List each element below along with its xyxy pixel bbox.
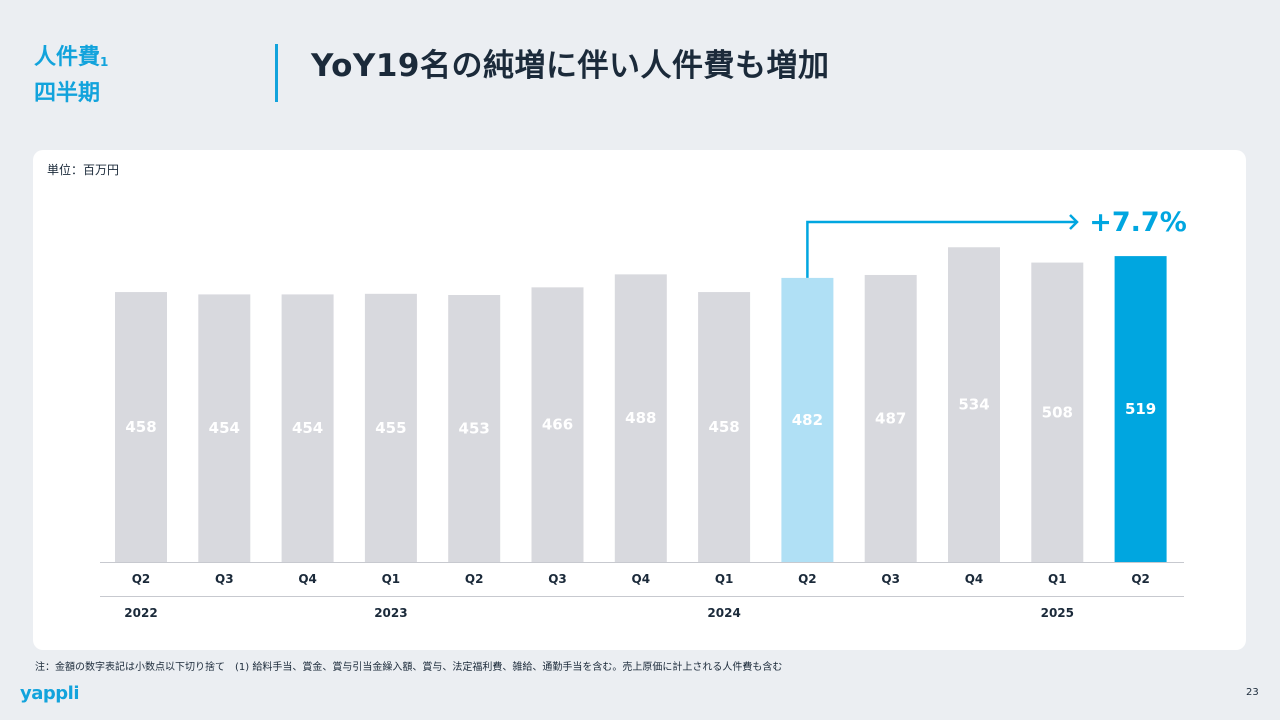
bar — [698, 292, 751, 562]
bar — [281, 294, 334, 562]
section-title: 人件費1 四半期 — [34, 40, 108, 112]
footnote: 注：金額の数字表記は小数点以下切り捨て (1) 給料手当、賞金、賞与引当金繰入額… — [35, 662, 783, 673]
unit-label: 単位：百万円 — [47, 163, 120, 177]
bar-value-label: 466 — [542, 416, 573, 434]
quarter-tick-label: Q2 — [465, 572, 484, 586]
bar-value-label: 482 — [792, 411, 823, 429]
bar-value-label: 454 — [209, 419, 240, 437]
quarter-tick-label: Q3 — [881, 572, 900, 586]
quarter-tick-label: Q3 — [548, 572, 567, 586]
quarter-tick-label: Q1 — [715, 572, 734, 586]
growth-label: +7.7% — [1089, 207, 1187, 238]
year-label: 2023 — [374, 606, 407, 620]
bar — [948, 247, 1000, 562]
bar — [864, 274, 917, 562]
bar-value-label: 487 — [875, 409, 906, 427]
yappli-logo: yappli — [20, 683, 80, 704]
page-number: 23 — [1246, 687, 1259, 698]
quarter-tick-label: Q2 — [1131, 572, 1150, 586]
quarter-tick-label: Q3 — [215, 572, 234, 586]
quarter-tick-label: Q4 — [632, 572, 651, 586]
growth-arrow-head — [1069, 214, 1079, 230]
section-title-line2: 四半期 — [34, 81, 101, 106]
quarter-tick-label: Q1 — [382, 572, 401, 586]
quarter-tick-label: Q4 — [965, 572, 984, 586]
bar — [1031, 262, 1084, 562]
bar-value-label: 458 — [708, 418, 739, 436]
quarter-tick-label: Q4 — [298, 572, 317, 586]
bar — [781, 277, 834, 562]
year-label: 2024 — [707, 606, 740, 620]
bar — [1114, 256, 1167, 562]
year-label: 2022 — [124, 606, 157, 620]
footnote-marker: 1 — [100, 55, 109, 69]
bar — [198, 294, 251, 562]
growth-arrow-line — [806, 220, 1076, 278]
quarter-tick-label: Q2 — [798, 572, 817, 586]
quarter-tick-label: Q1 — [1048, 572, 1067, 586]
bar — [614, 274, 667, 562]
section-title-line1: 人件費1 — [34, 40, 108, 76]
bar-value-label: 519 — [1125, 400, 1156, 418]
bar-value-label: 453 — [459, 420, 490, 438]
bar-value-label: 454 — [292, 419, 323, 437]
bar — [448, 295, 501, 562]
bar — [364, 293, 417, 562]
quarter-tick-label: Q2 — [132, 572, 151, 586]
page-headline: YoY19名の純増に伴い人件費も増加 — [311, 48, 830, 84]
bar-value-label: 534 — [958, 396, 989, 414]
title-divider — [275, 44, 278, 102]
year-label: 2025 — [1041, 606, 1074, 620]
bar-value-label: 455 — [375, 419, 406, 437]
bar-value-label: 508 — [1042, 403, 1073, 421]
bar-value-label: 488 — [625, 409, 656, 427]
bar-value-label: 458 — [125, 418, 156, 436]
bar — [531, 287, 584, 562]
section-title-text: 人件費 — [34, 45, 101, 70]
bar — [115, 292, 167, 562]
